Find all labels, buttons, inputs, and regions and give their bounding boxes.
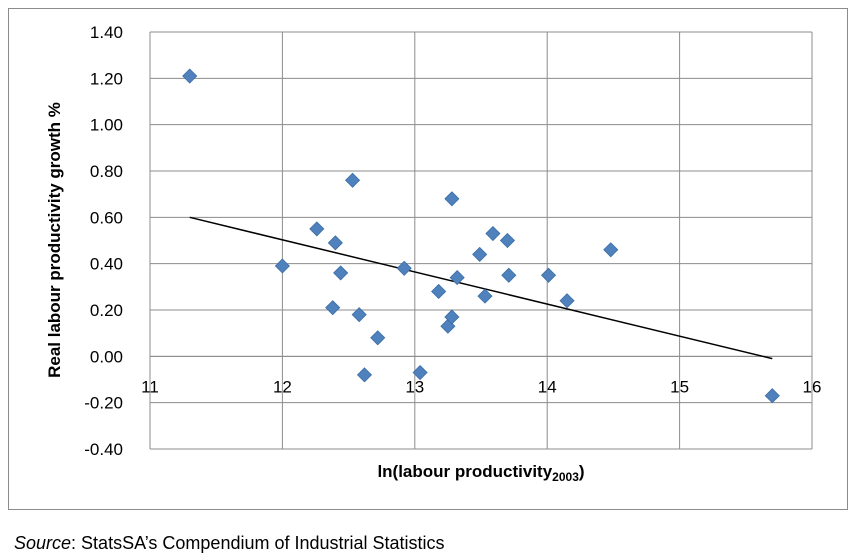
data-point [477,288,493,304]
data-point [603,242,619,258]
x-tick-label: 16 [803,377,822,396]
x-axis-title-subscript: 2003 [552,470,579,484]
y-tick-labels: 1.40 1.20 1.00 0.80 0.60 0.40 0.20 0.00 -0.20 -0.… [84,23,123,459]
data-point [444,309,460,325]
y-tick-label: 0.20 [90,301,123,320]
y-tick-label: 0.40 [90,255,123,274]
source-note: Source: StatsSA’s Compendium of Industri… [14,533,445,554]
data-point [444,191,460,207]
data-point [499,232,516,249]
x-tick-labels: 11 12 13 14 15 16 [141,377,821,396]
trendline [189,216,773,360]
data-point [431,283,447,300]
data-point [412,364,428,381]
data-point [274,258,290,274]
y-tick-label: 0.60 [90,208,123,227]
data-point [333,265,349,281]
data-point [764,388,780,404]
data-point [309,221,325,237]
y-axis-title: Real labour productivity growth % [45,102,64,378]
x-tick-label: 12 [273,377,292,396]
x-axis-title: ln(labour productivity2003) [377,462,584,484]
source-text: : StatsSA’s Compendium of Industrial Sta… [71,533,445,553]
x-axis-title-close: ) [579,462,585,481]
x-tick-label: 14 [538,377,557,396]
y-tick-label: -0.40 [84,440,123,459]
y-tick-label: 0.00 [90,347,123,366]
data-point [485,225,501,242]
data-point [182,68,198,84]
data-point [345,172,361,188]
data-point [396,260,412,276]
x-tick-label: 13 [405,377,424,396]
plot-area [150,32,812,449]
y-tick-label: 1.00 [90,116,123,135]
x-tick-label: 15 [670,377,689,396]
x-tick-label: 11 [141,377,159,396]
data-point [501,267,517,283]
source-label: Source [14,533,72,553]
data-point [325,300,341,316]
data-point [327,235,343,251]
data-point [356,367,373,383]
data-point [370,330,386,346]
y-tick-label: 1.40 [90,23,123,42]
y-tick-label: -0.20 [84,394,123,413]
scatter-chart: 11 12 13 14 15 16 1.40 1.20 1.00 0.80 0.60 0.40 0.2… [45,23,821,484]
data-point [540,267,557,283]
y-tick-label: 0.80 [90,162,123,181]
x-axis-title-main: ln(labour productivity [377,462,552,481]
data-points [182,68,780,404]
data-point [351,307,367,323]
data-point [559,293,575,309]
data-point [472,246,488,262]
data-point [449,270,465,286]
y-tick-label: 1.20 [90,69,123,88]
